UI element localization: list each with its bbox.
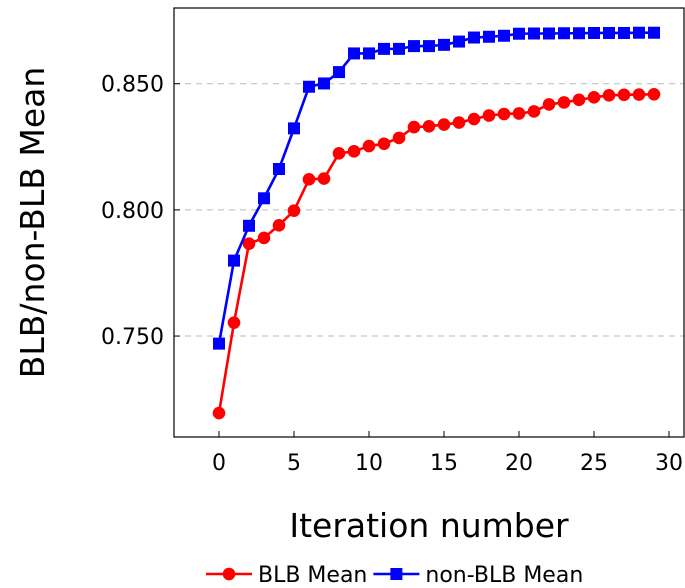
data-point [257, 231, 271, 245]
y-tick-label: 0.750 [101, 325, 164, 350]
data-point [228, 254, 240, 267]
data-point [288, 122, 300, 135]
data-point [558, 27, 570, 40]
data-point [212, 406, 226, 420]
data-point [318, 77, 330, 90]
y-axis-title: BLB/non-BLB Mean [13, 67, 52, 379]
data-point [648, 26, 660, 39]
data-point [603, 26, 615, 39]
data-point [393, 42, 405, 55]
data-point [347, 145, 361, 158]
data-point [513, 27, 525, 40]
data-point [572, 93, 586, 107]
data-point [452, 116, 466, 129]
data-point [438, 38, 450, 51]
data-point [602, 89, 616, 102]
series-line [217, 93, 655, 414]
data-point [258, 192, 270, 205]
legend-item-2: non-BLB Mean [373, 563, 583, 588]
y-tick-label: 0.850 [101, 73, 164, 98]
grid-lines [174, 83, 684, 337]
data-point [483, 30, 495, 43]
y-tick-label: 0.800 [101, 199, 164, 224]
data-point [618, 26, 630, 39]
data-point [453, 35, 465, 48]
data-point [333, 66, 345, 79]
x-tick-label: 25 [580, 451, 608, 476]
data-point [378, 42, 390, 55]
data-point [213, 337, 225, 350]
data-point [423, 40, 435, 53]
data-point [317, 172, 331, 185]
data-point [543, 27, 555, 40]
data-point [542, 98, 556, 111]
data-point [497, 107, 511, 121]
legend-item-1: BLB Mean [206, 563, 367, 588]
data-point [227, 316, 241, 329]
data-point [243, 219, 255, 232]
x-tick-label: 10 [355, 451, 383, 476]
series-2 [213, 26, 660, 350]
x-tick-label: 15 [430, 451, 458, 476]
data-point [527, 105, 541, 118]
data-point [303, 80, 315, 93]
data-point [512, 107, 526, 120]
data-point [392, 131, 406, 145]
series-line [217, 31, 654, 344]
data-point [362, 139, 376, 153]
data-point [348, 47, 360, 60]
legend-marker [390, 568, 403, 580]
data-point [632, 88, 646, 101]
data-point [408, 40, 420, 53]
data-point [242, 237, 256, 250]
data-point [302, 173, 316, 186]
data-point [498, 29, 510, 42]
data-point [377, 137, 391, 151]
x-axis-ticks: 0 5 10 15 20 25 30 [212, 431, 683, 476]
data-point [573, 27, 585, 40]
data-point [587, 91, 601, 104]
x-tick-label: 0 [212, 451, 226, 476]
legend-marker [222, 567, 236, 581]
data-point [272, 218, 286, 232]
x-tick-label: 20 [505, 451, 533, 476]
series-1 [212, 88, 661, 420]
legend: BLB Mean non-BLB Mean [206, 563, 583, 588]
x-axis-title: Iteration number [289, 506, 569, 545]
data-point [407, 120, 421, 134]
data-point [437, 118, 451, 131]
data-point [363, 47, 375, 60]
data-point [617, 88, 631, 102]
data-point [467, 112, 481, 126]
data-point [287, 204, 301, 217]
series-layer [212, 26, 661, 420]
x-tick-label: 30 [655, 451, 683, 476]
y-axis-ticks: 0.750 0.800 0.850 [101, 73, 180, 350]
data-point [633, 26, 645, 39]
legend-label: BLB Mean [258, 563, 367, 588]
legend-label: non-BLB Mean [425, 563, 583, 588]
data-point [528, 27, 540, 40]
plot-frame [173, 7, 685, 438]
data-point [557, 96, 571, 109]
data-point [468, 31, 480, 44]
data-point [422, 120, 436, 133]
data-point [273, 163, 285, 176]
data-point [588, 26, 600, 39]
data-point [332, 147, 346, 160]
x-tick-label: 5 [287, 451, 301, 476]
data-point [647, 88, 661, 101]
data-point [482, 109, 496, 122]
